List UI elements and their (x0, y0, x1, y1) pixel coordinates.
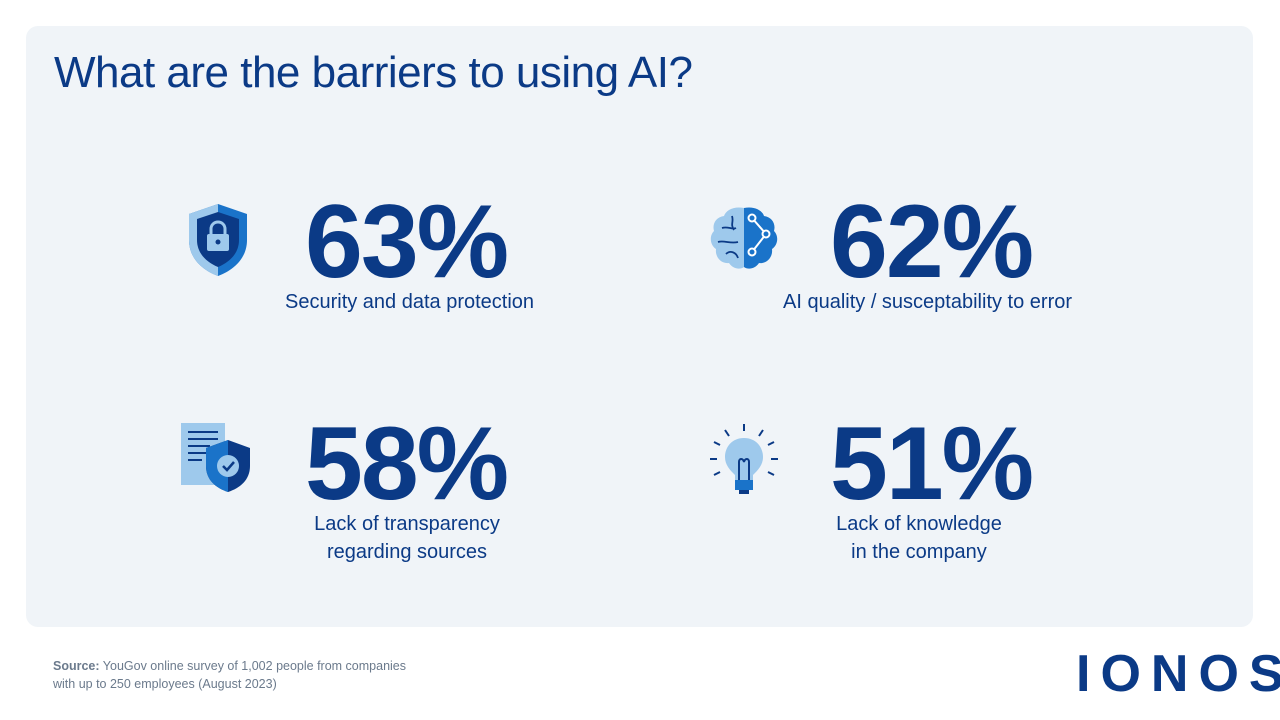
stat-knowledge: 51% Lack of knowledge in the company (705, 412, 1125, 572)
stat-security: 63% Security and data protection (180, 190, 560, 320)
document-shield-check-icon (181, 423, 250, 492)
stat-ai-quality: 62% AI quality / susceptability to error (705, 190, 1125, 320)
brain-circuit-icon (710, 207, 778, 269)
source-note: Source: YouGov online survey of 1,002 pe… (53, 657, 473, 693)
lightbulb-icon (710, 424, 778, 494)
stat-label: AI quality / susceptability to error (783, 291, 1073, 313)
stat-transparency: 58% Lack of transparency regarding sourc… (180, 412, 560, 572)
stat-value: 63% (305, 184, 509, 300)
infographic-card (26, 26, 1253, 627)
source-label: Source: (53, 659, 100, 673)
stat-label: Security and data protection (285, 291, 535, 313)
stat-label: Lack of transparency regarding sources (314, 513, 500, 563)
shield-lock-icon (189, 204, 247, 276)
stat-value: 51% (830, 406, 1034, 522)
ionos-logo: IONOS (1076, 645, 1280, 703)
stat-label: Lack of knowledge in the company (836, 513, 1002, 563)
source-line-2: with up to 250 employees (August 2023) (53, 677, 277, 691)
stat-value: 62% (830, 184, 1034, 300)
stat-value: 58% (305, 406, 509, 522)
page-title: What are the barriers to using AI? (54, 48, 693, 97)
source-line-1: YouGov online survey of 1,002 people fro… (102, 659, 406, 673)
